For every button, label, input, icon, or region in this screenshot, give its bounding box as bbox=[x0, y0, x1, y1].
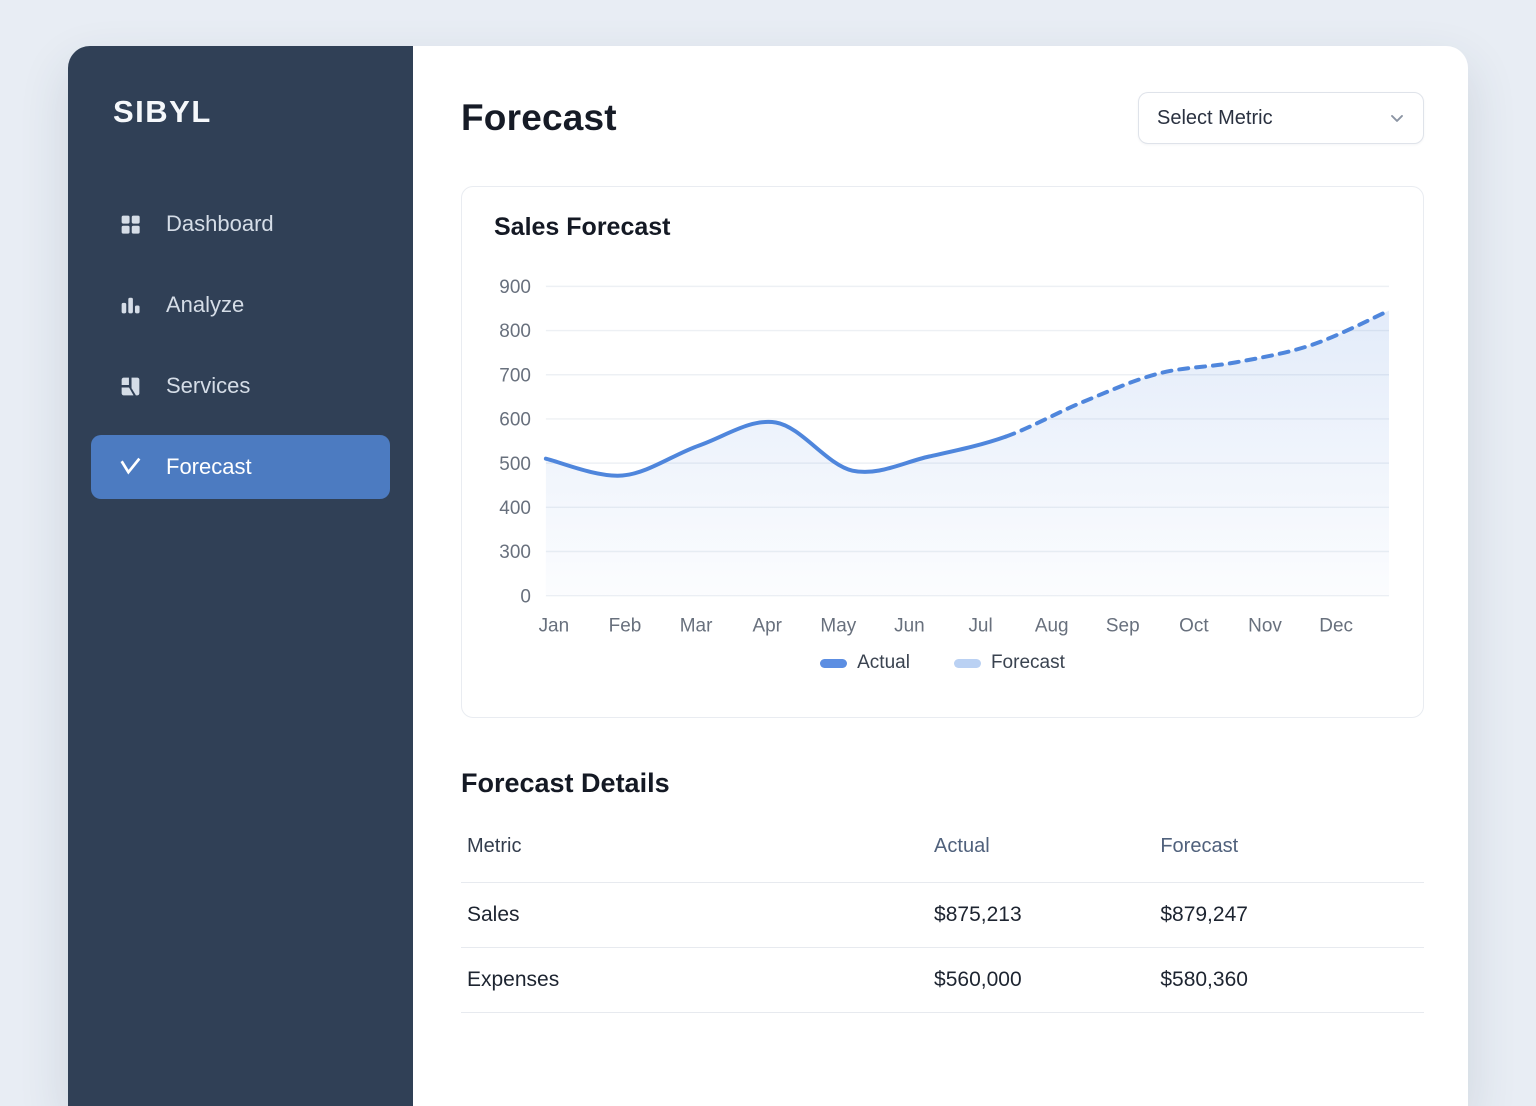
cell-forecast: $580,360 bbox=[1154, 947, 1424, 1013]
cell-forecast: $879,247 bbox=[1154, 882, 1424, 948]
cell-metric: Sales bbox=[461, 882, 929, 948]
sidebar-item-forecast[interactable]: Forecast bbox=[91, 435, 390, 499]
svg-text:Nov: Nov bbox=[1248, 616, 1282, 637]
legend-swatch-actual bbox=[820, 658, 848, 668]
forecast-trend-icon bbox=[117, 454, 143, 480]
cell-actual: $875,213 bbox=[928, 882, 1155, 948]
sidebar-item-label: Forecast bbox=[166, 454, 252, 479]
app-logo: SIBYL bbox=[113, 94, 212, 129]
column-header-metric: Metric bbox=[467, 835, 522, 857]
chart-legend: Actual Forecast bbox=[494, 652, 1391, 674]
chart-title: Sales Forecast bbox=[494, 213, 671, 241]
legend-item-actual: Actual bbox=[820, 652, 910, 674]
metric-select-value: Select Metric bbox=[1157, 106, 1273, 129]
svg-text:800: 800 bbox=[499, 321, 531, 342]
chevron-down-icon bbox=[1391, 115, 1403, 122]
svg-text:Mar: Mar bbox=[680, 616, 713, 637]
table-row-sales: Sales $875,213 $879,247 bbox=[461, 882, 1424, 948]
sidebar: SIBYL Dashboard bbox=[68, 46, 413, 1106]
page-header: Forecast Select Metric bbox=[461, 92, 1424, 144]
sidebar-item-label: Analyze bbox=[166, 292, 245, 317]
svg-text:Feb: Feb bbox=[609, 616, 642, 637]
column-header-actual: Actual bbox=[934, 835, 990, 857]
svg-text:Jan: Jan bbox=[539, 616, 570, 637]
svg-text:Jun: Jun bbox=[894, 616, 925, 637]
forecast-details-table: Metric Actual Forecast Sales $875,213 $8… bbox=[461, 821, 1424, 1013]
svg-text:Oct: Oct bbox=[1179, 616, 1209, 637]
svg-text:500: 500 bbox=[499, 454, 531, 475]
app-window: SIBYL Dashboard bbox=[68, 46, 1468, 1106]
sales-forecast-card: Sales Forecast 0 300 400 500 600 700 800 900 Jan… bbox=[461, 186, 1424, 718]
svg-text:400: 400 bbox=[499, 498, 531, 519]
sidebar-item-label: Services bbox=[166, 373, 251, 398]
services-icon bbox=[117, 373, 143, 399]
details-section-title: Forecast Details bbox=[461, 768, 670, 798]
sidebar-item-dashboard[interactable]: Dashboard bbox=[91, 192, 390, 256]
svg-text:Aug: Aug bbox=[1035, 616, 1069, 637]
cell-metric: Expenses bbox=[461, 947, 929, 1013]
table-row-expenses: Expenses $560,000 $580,360 bbox=[461, 947, 1424, 1013]
page-title: Forecast bbox=[461, 97, 617, 138]
svg-text:900: 900 bbox=[499, 277, 531, 298]
legend-item-forecast: Forecast bbox=[953, 652, 1065, 674]
column-header-forecast: Forecast bbox=[1160, 835, 1239, 857]
sales-forecast-chart: 0 300 400 500 600 700 800 900 Jan Feb Mar Apr May Jun… bbox=[499, 277, 1391, 637]
sidebar-item-analyze[interactable]: Analyze bbox=[91, 273, 390, 337]
svg-text:700: 700 bbox=[499, 365, 531, 386]
dashboard-grid-icon bbox=[117, 211, 143, 237]
svg-text:Sep: Sep bbox=[1106, 616, 1140, 637]
main-content: Forecast Select Metric Sales Forecast 0 3… bbox=[413, 46, 1468, 1106]
svg-text:300: 300 bbox=[499, 542, 531, 563]
legend-label: Actual bbox=[857, 652, 910, 673]
analyze-bars-icon bbox=[117, 292, 143, 318]
sidebar-nav: Dashboard Analyze bbox=[91, 192, 390, 499]
svg-text:Jul: Jul bbox=[968, 616, 992, 637]
metric-select-dropdown[interactable]: Select Metric bbox=[1138, 92, 1424, 144]
legend-swatch-forecast bbox=[953, 658, 981, 668]
svg-text:Dec: Dec bbox=[1319, 616, 1353, 637]
svg-text:May: May bbox=[820, 616, 856, 637]
cell-actual: $560,000 bbox=[928, 947, 1155, 1013]
svg-text:600: 600 bbox=[499, 410, 531, 431]
svg-text:0: 0 bbox=[520, 586, 531, 607]
sidebar-item-label: Dashboard bbox=[166, 211, 274, 236]
table-header-row: Metric Actual Forecast bbox=[461, 821, 1424, 883]
svg-text:Apr: Apr bbox=[752, 616, 781, 637]
sidebar-item-services[interactable]: Services bbox=[91, 354, 390, 418]
legend-label: Forecast bbox=[990, 652, 1065, 673]
